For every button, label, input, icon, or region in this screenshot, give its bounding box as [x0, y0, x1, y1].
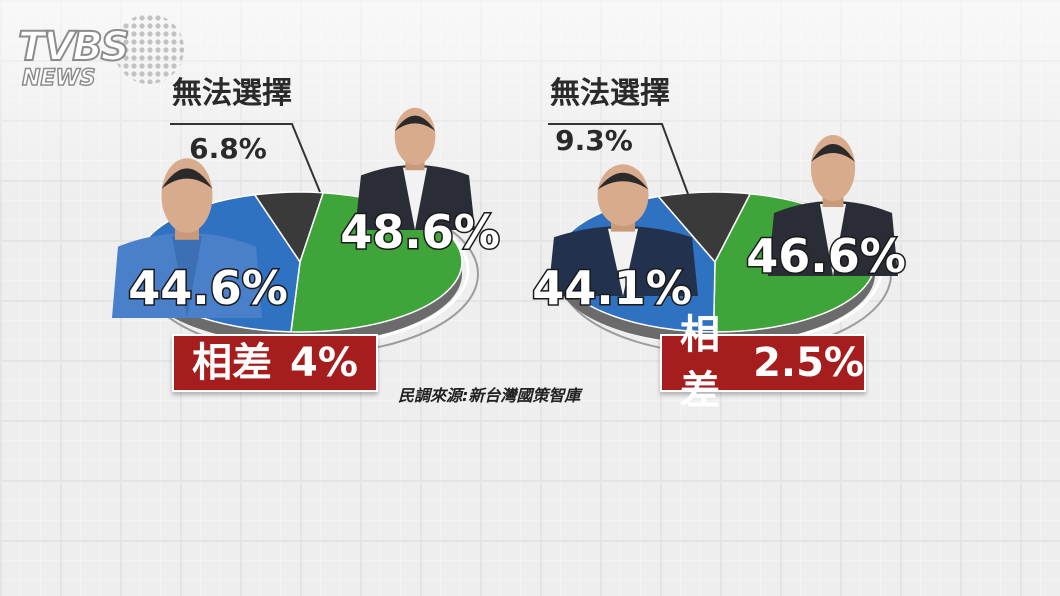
blue-value-label: 44.6% [128, 261, 288, 315]
logo-dot-pattern [114, 14, 184, 84]
undecided-value-label: 6.8% [189, 132, 267, 165]
difference-label-2: 相差 [680, 312, 720, 414]
tvbs-news-logo: TVBS NEWS [17, 14, 184, 96]
undecided-label: 無法選擇 [550, 76, 670, 111]
logo-main-text: TVBS [17, 23, 131, 71]
undecided-leader-line [170, 123, 321, 193]
logo-sub-text: NEWS [21, 65, 96, 92]
green-value-label: 48.6% [340, 205, 500, 259]
green-candidate-photo [355, 107, 475, 230]
poll-source-note: 民調來源:新台灣國策智庫 [398, 386, 581, 405]
blue-candidate-photo [112, 158, 262, 318]
green-candidate-photo [768, 135, 898, 276]
pie-chart-1: 無法選擇 6.8% 44.6% 48.6% [112, 76, 501, 355]
undecided-label: 無法選擇 [172, 76, 292, 111]
blue-candidate-photo [548, 164, 698, 296]
difference-label-1: 相差 [192, 340, 272, 386]
undecided-value-label: 9.3% [555, 124, 633, 157]
difference-banner-1: 相差 4% [172, 334, 378, 392]
difference-banner-2: 相差 2.5% [660, 312, 866, 414]
blue-value-label: 44.1% [532, 261, 692, 315]
undecided-leader-line [548, 123, 689, 195]
difference-value-2: 2.5% [753, 340, 864, 386]
pie-slice-undecided [656, 191, 752, 264]
difference-value-1: 4% [290, 340, 358, 386]
pie-chart-2: 無法選擇 9.3% 44.1% 46.6% [531, 76, 907, 355]
green-value-label: 46.6% [746, 229, 906, 283]
